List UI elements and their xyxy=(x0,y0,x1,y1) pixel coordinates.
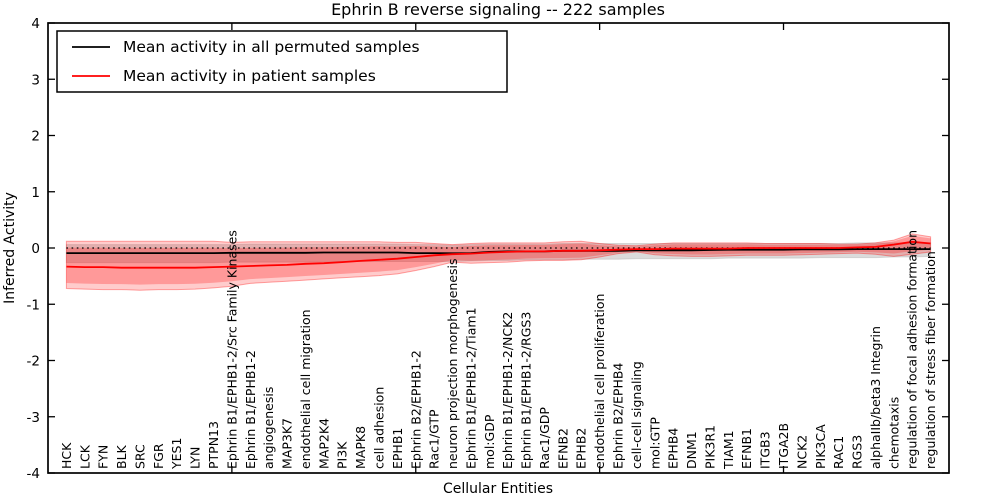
x-category-label: TIAM1 xyxy=(721,430,736,470)
x-category-label: Ephrin B1/EPHB1-2/NCK2 xyxy=(500,312,515,469)
x-category-label: RGS3 xyxy=(850,435,865,469)
y-tick-label: -4 xyxy=(27,466,40,482)
y-tick-label: 0 xyxy=(31,241,40,257)
x-category-label: Rac1/GTP xyxy=(427,409,442,469)
legend-box xyxy=(56,30,508,93)
y-tick-label: 4 xyxy=(31,16,40,32)
y-tick-label: 2 xyxy=(31,129,40,145)
x-category-label: regulation of stress fiber formation xyxy=(923,251,938,469)
x-axis-label: Cellular Entities xyxy=(443,481,553,497)
x-category-label: RAC1 xyxy=(831,436,846,469)
x-category-label: MAP3K7 xyxy=(280,418,295,469)
x-category-label: LYN xyxy=(188,447,203,469)
x-category-label: PIK3CA xyxy=(813,424,828,469)
y-tick-label: 1 xyxy=(31,185,40,201)
x-category-label: endothelial cell proliferation xyxy=(592,294,607,469)
x-category-label: FYN xyxy=(96,445,111,469)
x-category-label: chemotaxis xyxy=(886,397,901,469)
x-category-label: FGR xyxy=(151,443,166,469)
x-category-label: mol:GDP xyxy=(482,414,497,469)
x-category-label: regulation of focal adhesion formation xyxy=(905,230,920,469)
x-category-label: PTPN13 xyxy=(206,421,221,469)
x-category-label: cell adhesion xyxy=(372,387,387,469)
x-category-label: PIK3R1 xyxy=(703,425,718,469)
legend: Mean activity in all permuted samples Me… xyxy=(56,30,508,93)
x-category-label: LCK xyxy=(77,444,92,469)
x-category-label: neuron projection morphogenesis xyxy=(445,258,460,469)
x-category-label: alphaIIb/beta3 Integrin xyxy=(868,326,883,469)
x-category-label: Rac1/GDP xyxy=(537,407,552,469)
x-category-label: Ephrin B2/EPHB4 xyxy=(611,363,626,469)
x-category-label: EFNB1 xyxy=(739,428,754,469)
plot-content: 4 3 2 1 0 -1 -2 -3 -4 HCK LCK FYN BLK SRC FGR YES1 LYN PT… xyxy=(27,16,949,482)
x-category-label: ITGB3 xyxy=(758,431,773,469)
x-category-label: PI3K xyxy=(335,441,350,469)
x-category-label: Ephrin B1/EPHB1-2/Tiam1 xyxy=(463,307,478,469)
x-category-label: mol:GTP xyxy=(647,417,662,469)
x-category-label: NCK2 xyxy=(794,435,809,469)
x-category-label: Ephrin B1/EPHB1-2 xyxy=(243,350,258,469)
x-category-label: DNM1 xyxy=(684,431,699,469)
x-category-label: EPHB4 xyxy=(666,428,681,469)
x-category-label: EFNB2 xyxy=(555,428,570,469)
y-tick-label: -3 xyxy=(27,410,40,426)
legend-label-patient: Mean activity in patient samples xyxy=(123,67,376,85)
x-category-label: MAPK8 xyxy=(353,426,368,469)
patient-mean-line xyxy=(66,240,931,269)
x-category-label: EPHB2 xyxy=(574,428,589,469)
x-category-label: YES1 xyxy=(169,438,184,470)
x-category-label: angiogenesis xyxy=(261,387,276,469)
legend-label-permuted: Mean activity in all permuted samples xyxy=(123,38,420,56)
y-tick-label: -2 xyxy=(27,354,40,370)
y-axis-label: Inferred Activity xyxy=(2,192,18,304)
x-category-label: endothelial cell migration xyxy=(298,309,313,469)
chart-title: Ephrin B reverse signaling -- 222 sample… xyxy=(331,0,665,19)
x-category-label: BLK xyxy=(114,444,129,469)
x-category-label: SRC xyxy=(132,444,147,469)
x-category-label: cell-cell signaling xyxy=(629,361,644,469)
x-category-label: Ephrin B1/EPHB1-2/Src Family Kinases xyxy=(224,230,239,469)
x-category-label: EPHB1 xyxy=(390,428,405,469)
x-category-label: MAP2K4 xyxy=(316,418,331,469)
x-category-label: Ephrin B1/EPHB1-2/RGS3 xyxy=(519,312,534,469)
y-tick-label: 3 xyxy=(31,72,40,88)
x-category-label: ITGA2B xyxy=(776,423,791,469)
y-tick-label: -1 xyxy=(27,297,40,313)
x-category-label: Ephrin B2/EPHB1-2 xyxy=(408,350,423,469)
x-category-label: HCK xyxy=(59,442,74,469)
plot-border xyxy=(47,22,950,474)
